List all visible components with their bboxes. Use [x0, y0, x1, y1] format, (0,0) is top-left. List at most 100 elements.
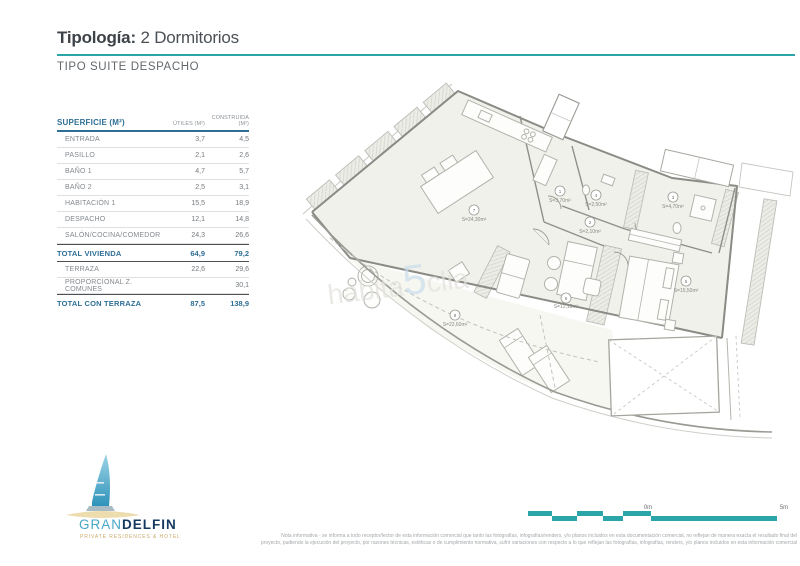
neighbor-outline [738, 162, 794, 197]
svg-text:S=15,50m²: S=15,50m² [674, 288, 699, 294]
row-construida-value: 30,1 [235, 282, 249, 289]
shaft-block [542, 93, 580, 141]
table-row: BAÑO 2 2,5 3,1 [57, 180, 249, 196]
row-utiles-value: 64,9 [190, 248, 205, 258]
row-utiles-value: 2,5 [195, 184, 205, 191]
svg-text:2: 2 [589, 220, 592, 225]
svg-text:6: 6 [565, 296, 568, 301]
table-row: DESPACHO 12,1 14,8 [57, 212, 249, 228]
furniture [342, 99, 717, 394]
floor-plan-drawing: habita5clia 1 S=3,70m² 2 S=2,10m² 3 S=4,… [302, 82, 794, 439]
row-construida-value: 79,2 [234, 248, 249, 258]
row-construida-value: 2,6 [239, 152, 249, 159]
row-construida-value: 138,9 [230, 298, 249, 308]
row-label: BAÑO 1 [65, 168, 92, 175]
svg-text:GRANDELFIN: GRANDELFIN [79, 517, 177, 532]
room-label-4: 4 S=2,50m² [585, 189, 607, 208]
dining-table [419, 149, 495, 215]
disclaimer-line-2: proyecto, pudiendo la ejecución del proy… [260, 540, 797, 546]
typology-label: Tipología: [57, 28, 136, 47]
svg-text:3: 3 [672, 195, 675, 200]
row-construida-value: 5,7 [239, 168, 249, 175]
page-subtitle: TIPO SUITE DESPACHO [57, 61, 200, 73]
scale-zero-label: 0m [644, 505, 652, 511]
row-label: DESPACHO [65, 216, 106, 223]
row-construida-value: 14,8 [235, 216, 249, 223]
table-row: TERRAZA 22,6 29,6 [57, 262, 249, 278]
table-row: SALÓN/COCINA/COMEDOR 24,3 26,6 [57, 228, 249, 244]
room-label-8: 8 S=22,60m² [443, 309, 468, 328]
exterior-walls [311, 90, 738, 339]
terrace-loungers [498, 327, 571, 394]
room-label-7: 7 S=24,30m² [462, 204, 487, 223]
row-label: HABITACIÓN 1 [65, 200, 116, 207]
svg-text:5: 5 [685, 279, 688, 284]
svg-text:S=3,70m²: S=3,70m² [549, 198, 571, 204]
room-label-6: 6 S=12,10m² [554, 292, 579, 310]
svg-text:7: 7 [473, 208, 476, 213]
col-header-utiles: ÚTILES (M²) [173, 121, 205, 127]
office-furniture [495, 240, 602, 302]
row-utiles-value: 24,3 [191, 232, 205, 239]
table-row: PROPORCIONAL Z. COMUNES 30,1 [57, 278, 249, 294]
bedroom-furniture [618, 227, 685, 332]
table-row: BAÑO 1 4,7 5,7 [57, 164, 249, 180]
surface-table-header: SUPERFICIE (M²) ÚTILES (M²) CONSTRUIDA (… [57, 112, 249, 132]
room-label-2: 2 S=2,10m² [579, 216, 601, 235]
terrace-dashed-boundary [329, 237, 601, 363]
row-label: TOTAL VIVIENDA [57, 248, 122, 258]
row-label: TOTAL CON TERRAZA [57, 298, 142, 308]
table-row: ENTRADA 3,7 4,5 [57, 132, 249, 148]
table-title: SUPERFICIE (M²) [57, 118, 125, 127]
svg-text:S=2,10m²: S=2,10m² [579, 229, 601, 235]
row-utiles-value: 4,7 [195, 168, 205, 175]
sand-swoosh [66, 511, 140, 518]
row-construida-value: 29,6 [235, 266, 249, 273]
row-construida-value: 18,9 [235, 200, 249, 207]
logo-tagline: PRIVATE RESIDENCES & HOTEL [80, 534, 181, 540]
svg-text:8: 8 [454, 313, 457, 318]
svg-text:S=22,60m²: S=22,60m² [443, 322, 468, 328]
svg-text:S=4,70m²: S=4,70m² [662, 204, 684, 210]
row-utiles-value: 3,7 [195, 136, 205, 143]
structural-walls [473, 169, 778, 346]
row-label: PROPORCIONAL Z. COMUNES [65, 278, 133, 293]
svg-text:S=24,30m²: S=24,30m² [462, 217, 487, 223]
row-utiles-value: 15,5 [191, 200, 205, 207]
disclaimer-line-1: Nota informativa - se informa a todo rec… [281, 533, 797, 539]
sail-icon [66, 454, 140, 518]
row-utiles-value: 12,1 [191, 216, 205, 223]
row-label: BAÑO 2 [65, 184, 92, 191]
legal-disclaimer: Nota informativa - se informa a todo rec… [252, 533, 797, 547]
header-divider [57, 54, 795, 56]
kitchen-counter [461, 99, 553, 153]
scale-bar: 0m 5m [528, 504, 798, 529]
crossed-area [608, 335, 720, 417]
table-row: TOTAL VIVIENDA 64,9 79,2 [57, 244, 249, 262]
scale-end-label: 5m [780, 505, 788, 511]
scale-bar-drawing: 0m 5m [528, 505, 788, 521]
row-construida-value: 26,6 [235, 232, 249, 239]
floor-plan: habita5clia 1 S=3,70m² 2 S=2,10m² 3 S=4,… [295, 80, 800, 451]
building-curved-edge [311, 214, 773, 433]
table-row: PASILLO 2,1 2,6 [57, 148, 249, 164]
svg-text:4: 4 [595, 193, 598, 198]
gran-delfin-logo: GRANDELFIN PRIVATE RESIDENCES & HOTEL [66, 454, 181, 540]
svg-text:S=2,50m²: S=2,50m² [585, 202, 607, 208]
row-label: PASILLO [65, 152, 96, 159]
bathroom-fixtures [532, 153, 717, 234]
row-construida-value: 4,5 [239, 136, 249, 143]
room-label-3: 3 S=4,70m² [662, 191, 684, 210]
surface-table: SUPERFICIE (M²) ÚTILES (M²) CONSTRUIDA (… [57, 112, 249, 311]
table-row: TOTAL CON TERRAZA 87,5 138,9 [57, 294, 249, 311]
col-header-construida: CONSTRUIDA (M²) [211, 115, 249, 127]
header: Tipología: 2 Dormitorios TIPO SUITE DESP… [57, 28, 797, 73]
facade-louvers [302, 82, 456, 215]
row-label: SALÓN/COCINA/COMEDOR [65, 232, 161, 239]
room-label-5: 5 S=15,50m² [674, 275, 699, 294]
surface-table-body: ENTRADA 3,7 4,5 PASILLO 2,1 2,6 BAÑO 1 4… [57, 132, 249, 311]
typology-value: 2 Dormitorios [140, 28, 239, 47]
table-row: HABITACIÓN 1 15,5 18,9 [57, 196, 249, 212]
row-label: ENTRADA [65, 136, 100, 143]
